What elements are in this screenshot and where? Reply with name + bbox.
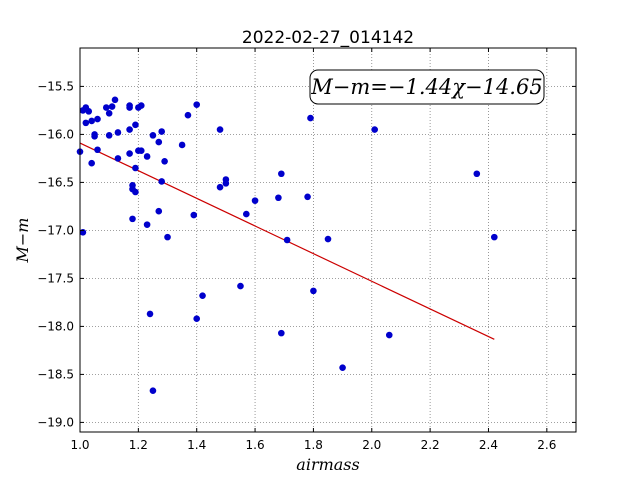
points-layer — [76, 96, 498, 395]
data-point — [143, 153, 151, 160]
data-point — [88, 117, 95, 125]
data-point — [161, 157, 168, 165]
data-point — [111, 96, 119, 104]
tick-labels-layer: 1.0 1.2 1.4 1.6 1.8 2.0 2.2 2.4 2.6 −15.5 −16.0 −16… — [37, 79, 556, 452]
data-point — [105, 109, 113, 117]
data-point — [82, 119, 90, 127]
chart-title: 2022-02-27_014142 — [242, 28, 414, 48]
data-point — [129, 215, 136, 223]
data-point — [278, 329, 285, 337]
data-point — [178, 141, 186, 149]
plot-frame — [79, 47, 577, 433]
data-point — [149, 132, 157, 139]
data-point — [190, 211, 198, 219]
data-point — [324, 235, 332, 243]
data-point — [473, 170, 481, 178]
y-tick-label: −15.5 — [37, 79, 74, 93]
data-point — [491, 233, 498, 241]
x-tick-label: 2.6 — [537, 438, 556, 452]
data-point — [132, 164, 139, 172]
y-tick-label: −16.0 — [37, 127, 74, 141]
data-point — [184, 111, 192, 119]
data-point — [158, 178, 165, 185]
data-point — [108, 103, 116, 110]
data-point — [243, 210, 250, 218]
data-point — [304, 193, 311, 201]
data-point — [199, 292, 206, 299]
data-point — [114, 129, 122, 136]
fit-equation-box: M−m=−1.44χ−14.65 — [309, 69, 545, 105]
x-tick-label: 1.6 — [246, 438, 265, 452]
data-point — [237, 282, 244, 290]
data-point — [278, 170, 285, 178]
data-point — [283, 236, 291, 244]
data-point — [385, 331, 393, 339]
data-point — [137, 102, 145, 109]
data-point — [155, 207, 163, 215]
data-point — [193, 315, 201, 323]
data-point — [155, 138, 163, 146]
data-point — [158, 128, 165, 135]
data-point — [275, 194, 282, 202]
x-tick-label: 2.4 — [479, 438, 498, 452]
x-tick-label: 1.2 — [129, 438, 148, 452]
data-point — [94, 115, 101, 123]
x-tick-label: 1.0 — [70, 438, 89, 452]
data-point — [126, 102, 133, 109]
fit-equation-text: M−m=−1.44χ−14.65 — [310, 75, 542, 99]
data-point — [102, 104, 110, 111]
data-point — [137, 147, 145, 155]
data-point — [216, 183, 224, 191]
data-point — [132, 121, 139, 129]
data-point — [149, 387, 157, 395]
data-point — [371, 126, 378, 133]
data-point — [193, 101, 201, 108]
y-tick-label: −17.0 — [37, 223, 74, 237]
y-tick-label: −18.5 — [37, 367, 74, 381]
x-tick-label: 2.0 — [362, 438, 381, 452]
data-point — [126, 150, 133, 157]
x-tick-label: 1.4 — [187, 438, 206, 452]
x-axis-label: airmass — [296, 455, 359, 474]
annotation-box — [309, 69, 545, 105]
data-point — [88, 159, 95, 167]
data-point — [143, 221, 151, 228]
data-point — [114, 155, 122, 162]
data-point — [94, 146, 101, 154]
data-point — [222, 180, 230, 187]
x-tick-label: 2.2 — [421, 438, 440, 452]
data-point — [105, 132, 113, 139]
data-point — [307, 114, 314, 122]
data-point — [251, 197, 259, 204]
y-tick-label: −19.0 — [37, 415, 74, 429]
x-tick-label: 1.8 — [304, 438, 323, 452]
ticks-layer — [79, 48, 576, 432]
data-point — [310, 287, 317, 295]
y-axis-label: M−m — [13, 218, 32, 264]
data-point — [85, 108, 93, 115]
data-point — [339, 364, 346, 371]
data-point — [216, 126, 224, 133]
data-point — [132, 188, 139, 196]
data-point — [126, 126, 133, 133]
y-tick-label: −18.0 — [37, 319, 74, 333]
data-point — [91, 131, 98, 138]
data-point — [164, 233, 171, 241]
data-point — [146, 310, 154, 318]
y-tick-label: −17.5 — [37, 271, 74, 285]
y-tick-label: −16.5 — [37, 175, 74, 189]
